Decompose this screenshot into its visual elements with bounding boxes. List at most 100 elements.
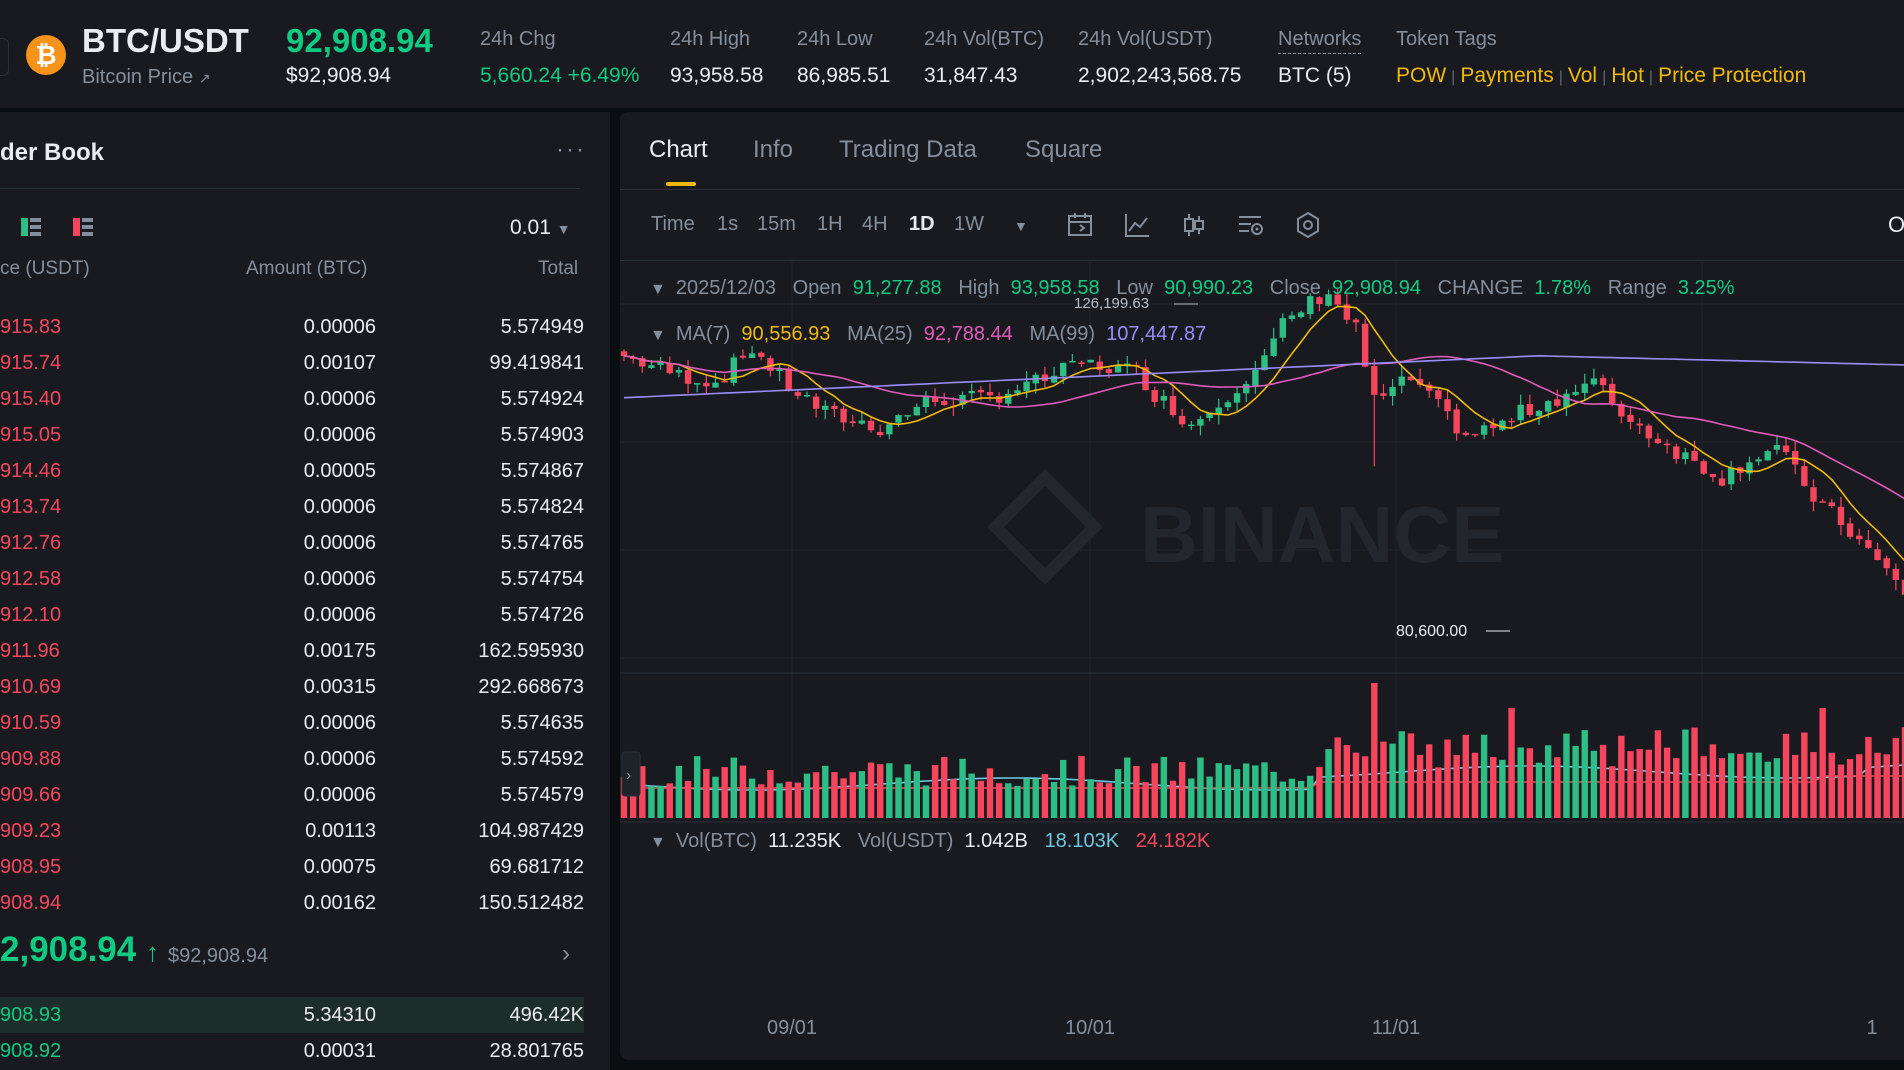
ask-row[interactable]: 915.74 0.00107 99.419841 — [0, 345, 584, 381]
candle-body — [1361, 323, 1369, 367]
volume-legend: ▼ Vol(BTC) 11.235K Vol(USDT) 1.042B 18.10… — [650, 830, 1211, 852]
bid-row[interactable]: 908.92 0.00031 28.801765 — [0, 1033, 584, 1069]
line-chart-icon[interactable] — [1122, 210, 1152, 240]
candle-body — [1471, 433, 1479, 436]
layout-both-icon[interactable] — [20, 217, 42, 237]
price-chart[interactable]: BINANCE 09/01 10/01 11/01 1 126,199.63 80,60… — [620, 112, 1904, 1060]
bitcoin-price-link[interactable]: Bitcoin Price ↗ — [82, 66, 211, 88]
collapse-chevron-icon[interactable]: ▼ — [650, 834, 666, 851]
collapse-chevron-icon[interactable]: ▼ — [650, 281, 666, 298]
ask-row[interactable]: 912.76 0.00006 5.574765 — [0, 525, 584, 561]
candle-body — [1224, 402, 1232, 408]
collapse-tab[interactable] — [0, 38, 9, 76]
candle-body — [1892, 568, 1900, 581]
tab-square[interactable]: Square — [1025, 136, 1103, 163]
ask-row[interactable]: 910.59 0.00006 5.574635 — [0, 705, 584, 741]
tf-1w[interactable]: 1W — [954, 213, 984, 235]
ask-row[interactable]: 912.58 0.00006 5.574754 — [0, 561, 584, 597]
networks-label[interactable]: Networks — [1278, 28, 1362, 54]
candle-body — [1096, 361, 1103, 370]
bid-row[interactable]: 908.93 5.34310 496.42K — [0, 997, 584, 1033]
ask-row[interactable]: 915.40 0.00006 5.574924 — [0, 381, 584, 417]
ask-row[interactable]: 915.83 0.00006 5.574949 — [0, 309, 584, 345]
ask-price: 915.05 — [0, 424, 62, 446]
volume-bar — [1618, 735, 1625, 818]
tag-hot[interactable]: Hot — [1611, 64, 1644, 87]
candle-body — [1673, 446, 1680, 459]
ask-row[interactable]: 915.05 0.00006 5.574903 — [0, 417, 584, 453]
volume-bar — [1197, 757, 1204, 818]
volume-bar — [977, 780, 985, 818]
candle-body — [1645, 425, 1652, 439]
volume-bar — [675, 765, 683, 818]
layout-asks-icon[interactable] — [72, 217, 94, 237]
more-icon[interactable]: ··· — [556, 136, 586, 163]
volume-bar — [1334, 737, 1341, 818]
volume-bar — [1636, 748, 1643, 818]
candle-body — [831, 405, 838, 410]
ask-row[interactable]: 909.23 0.00113 104.987429 — [0, 813, 584, 849]
bitcoin-icon: ₿ — [26, 35, 66, 75]
divider — [0, 188, 580, 189]
ask-row[interactable]: 908.94 0.00162 150.512482 — [0, 885, 584, 921]
ask-total: 5.574726 — [500, 604, 584, 626]
tf-4h[interactable]: 4H — [862, 213, 888, 235]
ask-row[interactable]: 908.95 0.00075 69.681712 — [0, 849, 584, 885]
ask-row[interactable]: 910.69 0.00315 292.668673 — [0, 669, 584, 705]
candle-body — [1700, 461, 1707, 474]
tag-payments[interactable]: Payments — [1460, 64, 1554, 87]
candle-body — [849, 421, 856, 423]
ask-amount: 0.00006 — [303, 316, 376, 338]
tab-info[interactable]: Info — [753, 136, 794, 163]
ask-row[interactable]: 913.74 0.00006 5.574824 — [0, 489, 584, 525]
scroll-left-handle[interactable]: › — [621, 751, 641, 797]
volume-bar — [1746, 752, 1753, 818]
candle-body — [776, 368, 783, 372]
tab-chart[interactable]: Chart — [649, 136, 708, 163]
tf-1d[interactable]: 1D — [909, 213, 935, 235]
tag-price-protection[interactable]: Price Protection — [1658, 64, 1807, 87]
volume-bars — [620, 683, 1904, 818]
hexagon-settings-icon[interactable] — [1293, 210, 1323, 240]
tf-1s[interactable]: 1s — [717, 213, 739, 235]
ask-row[interactable]: 909.88 0.00006 5.574592 — [0, 741, 584, 777]
volume-bar — [1032, 778, 1039, 818]
indicator-settings-icon[interactable] — [1236, 210, 1266, 240]
candle-body — [1810, 487, 1817, 502]
candle-body — [1023, 381, 1030, 392]
volume-bar — [1718, 758, 1726, 818]
volume-bar — [1105, 783, 1113, 818]
ask-row[interactable]: 911.96 0.00175 162.595930 — [0, 633, 584, 669]
tab-trading-data[interactable]: Trading Data — [839, 136, 977, 163]
candle-body — [867, 420, 875, 431]
precision-select[interactable]: 0.01 ▼ — [510, 216, 571, 239]
tf-more-caret-icon[interactable]: ▼ — [1014, 218, 1028, 234]
calendar-icon[interactable] — [1065, 210, 1095, 240]
collapse-chevron-icon[interactable]: ▼ — [650, 327, 666, 344]
tf-15m[interactable]: 15m — [757, 213, 796, 235]
volume-bar — [1544, 745, 1552, 818]
tag-pow[interactable]: POW — [1396, 64, 1447, 87]
tf-time[interactable]: Time — [651, 213, 695, 235]
volume-bar — [794, 782, 802, 818]
chevron-right-icon[interactable]: › — [562, 940, 570, 967]
volume-bar — [1453, 755, 1460, 818]
ask-row[interactable]: 914.46 0.00005 5.574867 — [0, 453, 584, 489]
ask-total: 292.668673 — [478, 676, 584, 698]
pair-name[interactable]: BTC/USDT — [82, 22, 249, 59]
ask-row[interactable]: 912.10 0.00006 5.574726 — [0, 597, 584, 633]
ask-total: 69.681712 — [489, 856, 584, 878]
candle-body — [822, 405, 829, 410]
volume-bar — [1416, 754, 1424, 818]
ask-row[interactable]: 909.66 0.00006 5.574579 — [0, 777, 584, 813]
tf-1h[interactable]: 1H — [817, 213, 843, 235]
volume-bar — [694, 756, 701, 818]
candle-body — [1014, 390, 1021, 394]
ma7-line — [623, 305, 1904, 562]
candle-body — [877, 432, 884, 436]
candlestick-icon[interactable] — [1179, 210, 1209, 240]
tag-vol[interactable]: Vol — [1567, 64, 1598, 87]
ticker-header: ₿ BTC/USDT Bitcoin Price ↗ 92,908.94 $92… — [0, 0, 1904, 109]
candle-body — [1160, 395, 1168, 401]
volume-bar — [1581, 730, 1588, 818]
